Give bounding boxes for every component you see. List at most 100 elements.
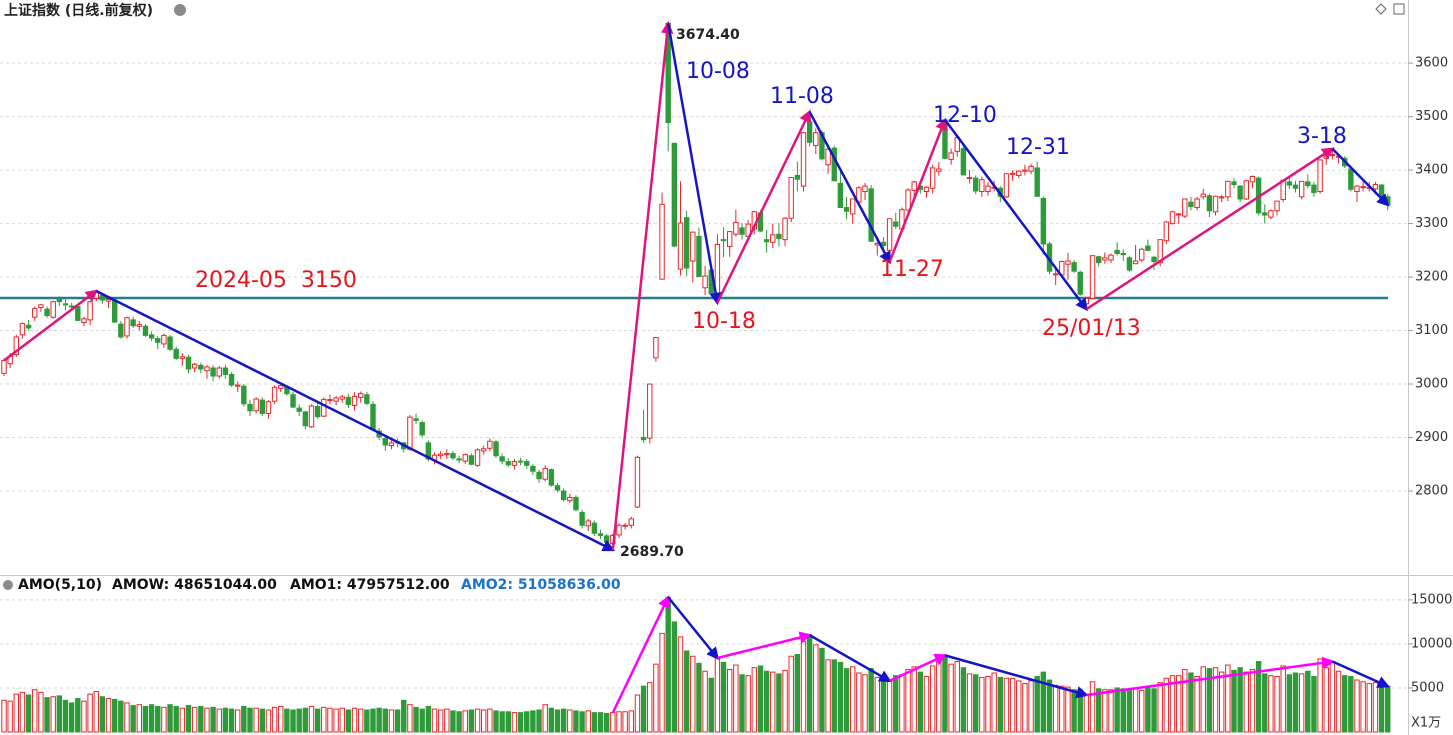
volume-bar <box>973 674 979 733</box>
volume-bar <box>929 665 936 733</box>
candle-body <box>407 416 413 450</box>
volume-bar <box>634 694 641 733</box>
candle-body <box>1194 198 1200 209</box>
candle-body <box>886 218 893 251</box>
volume-bar <box>850 666 856 733</box>
volume-bar <box>1249 668 1256 733</box>
candle-body <box>733 222 739 235</box>
candle-body <box>321 399 327 417</box>
volume-bar <box>985 676 991 733</box>
indicator-title: AMO(5,10) <box>18 577 102 593</box>
volume-bar <box>763 670 770 733</box>
candle-body <box>13 336 20 356</box>
trend-arrow <box>808 111 891 265</box>
candle-body <box>345 396 352 405</box>
volume-bar <box>862 674 868 733</box>
candle-body <box>161 334 167 345</box>
volume-bar <box>185 705 192 733</box>
volume-bar <box>1243 671 1249 733</box>
candle-body <box>702 275 708 289</box>
volume-bar <box>499 711 505 733</box>
settings-icon[interactable] <box>174 4 186 16</box>
candle-body <box>647 383 653 439</box>
volume-bar <box>241 705 247 733</box>
candle-body <box>388 442 395 447</box>
volume-bar <box>899 674 905 733</box>
y-tick-label: 2800 <box>1415 484 1448 499</box>
volume-bar <box>1360 681 1366 733</box>
volume-bar <box>813 644 819 733</box>
volume-bar <box>911 666 917 733</box>
candle-body <box>973 177 979 192</box>
volume-bar <box>13 693 20 733</box>
volume-bar <box>1028 680 1034 733</box>
trend-arrow <box>716 109 811 304</box>
volume-bar <box>493 710 499 733</box>
settings-icon[interactable] <box>3 580 13 590</box>
candle-body <box>1219 196 1225 199</box>
volume-bar <box>573 710 579 733</box>
candle-body <box>413 418 419 421</box>
volume-bar <box>1335 670 1342 733</box>
candle-body <box>1243 180 1249 200</box>
volume-bar <box>1298 673 1305 733</box>
volume-bar <box>1354 679 1360 733</box>
candle-body <box>364 394 370 404</box>
volume-bar <box>1182 668 1188 733</box>
volume-bar <box>284 708 290 733</box>
square-icon[interactable] <box>1393 3 1405 15</box>
volume-bar <box>1274 676 1280 733</box>
candle-body <box>56 299 63 303</box>
volume-bar <box>351 707 358 733</box>
volume-bar <box>843 668 850 733</box>
y-tick-label: 3100 <box>1415 323 1448 338</box>
candle-body <box>825 148 831 166</box>
volume-bar <box>579 711 585 733</box>
volume-bar <box>75 698 81 733</box>
candle-body <box>437 453 444 457</box>
candle-body <box>1077 271 1083 295</box>
candle-body <box>868 188 874 242</box>
candle-body <box>1378 184 1385 197</box>
candle-body <box>1 360 7 374</box>
y-tick-label: 3500 <box>1415 109 1448 124</box>
volume-bar <box>394 709 401 733</box>
volume-bar <box>837 661 844 733</box>
volume-bar <box>942 654 948 733</box>
candle-body <box>228 373 235 386</box>
volume-bar <box>1372 682 1379 733</box>
candle-body <box>1003 173 1010 198</box>
candle-body <box>788 177 794 219</box>
candle-body <box>1157 239 1163 264</box>
volume-bar <box>886 680 893 733</box>
volume-bar <box>1139 690 1145 733</box>
candle-body <box>382 438 389 446</box>
volume-bar <box>327 707 333 733</box>
volume-bar <box>665 596 671 733</box>
volume-bar <box>481 709 487 733</box>
trend-arrow <box>666 23 722 306</box>
candle-body <box>487 440 493 449</box>
candle-body <box>222 367 229 375</box>
y-tick-label: 5000 <box>1411 680 1444 695</box>
trend-arrow <box>944 654 1089 699</box>
volume-bar <box>155 705 161 733</box>
candle-body <box>50 301 56 318</box>
volume-bar <box>997 676 1003 733</box>
annotation: 10-08 <box>686 59 750 84</box>
trend-arrow <box>611 20 674 551</box>
candle-body <box>155 338 161 343</box>
volume-bar <box>696 662 702 733</box>
candle-body <box>770 234 776 243</box>
candle-body <box>259 399 266 414</box>
volume-bar <box>204 707 210 733</box>
volume-bar <box>247 707 253 733</box>
volume-bar <box>733 664 739 733</box>
candle-body <box>720 239 727 242</box>
candle-body <box>1083 297 1090 305</box>
diamond-icon[interactable] <box>1375 3 1387 15</box>
annotation: 10-18 <box>692 309 756 334</box>
candle-body <box>1286 181 1293 186</box>
candle-body <box>690 231 696 262</box>
